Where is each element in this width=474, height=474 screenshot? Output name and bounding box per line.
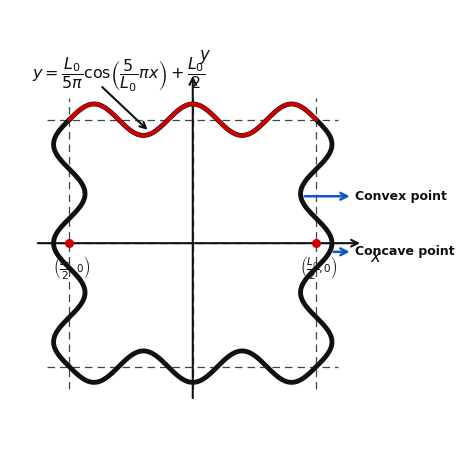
Text: $y = \dfrac{L_0}{5\pi}\cos\!\left(\dfrac{5}{L_0}\pi x\right) + \dfrac{L_0}{2}$: $y = \dfrac{L_0}{5\pi}\cos\!\left(\dfrac… (32, 55, 206, 94)
Text: Concave point: Concave point (355, 246, 455, 258)
Text: $x$: $x$ (370, 248, 383, 266)
Text: Convex point: Convex point (355, 190, 447, 203)
Text: $\left(\dfrac{L_0}{2},0\right)$: $\left(\dfrac{L_0}{2},0\right)$ (300, 254, 337, 281)
Text: $\left(\dfrac{L_0}{2},0\right)$: $\left(\dfrac{L_0}{2},0\right)$ (53, 254, 91, 281)
Text: $y$: $y$ (199, 48, 211, 66)
